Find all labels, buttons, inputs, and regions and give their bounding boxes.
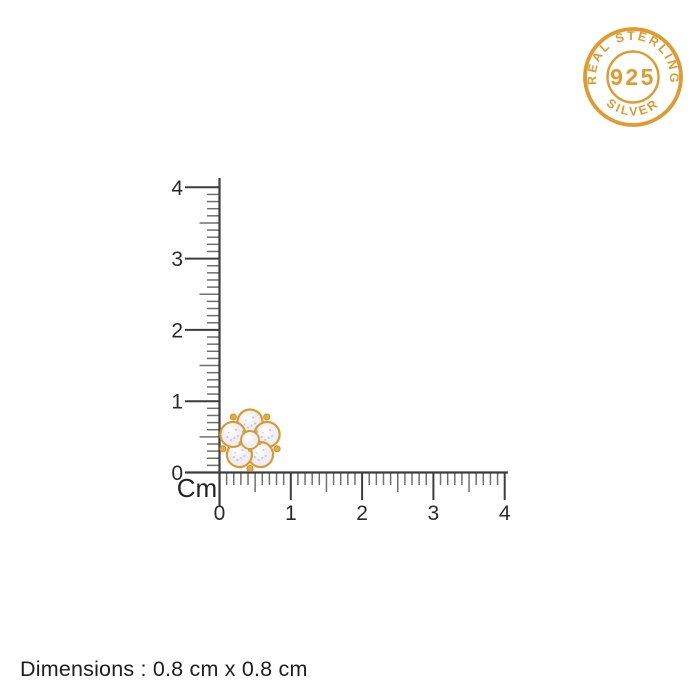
- sparkle-highlight: [255, 448, 260, 453]
- facet-dot: [267, 436, 270, 439]
- dimensions-caption: Dimensions : 0.8 cm x 0.8 cm: [20, 657, 308, 681]
- facet-dot: [261, 457, 264, 460]
- sparkle-highlight: [246, 435, 250, 439]
- gold-bead: [246, 464, 254, 472]
- v-ruler-label-3: 3: [171, 248, 183, 271]
- facet-dot: [229, 438, 232, 441]
- gold-bead: [219, 445, 227, 453]
- ruler-unit-label: Cm: [177, 473, 217, 503]
- facet-dot: [233, 436, 236, 439]
- product-flower-stud: [219, 408, 281, 472]
- sparkle-highlight: [234, 448, 239, 453]
- gold-bead: [263, 413, 271, 421]
- facet-dot: [250, 424, 253, 427]
- gold-bead: [273, 445, 281, 453]
- sparkle-highlight: [245, 416, 249, 420]
- h-ruler-label-1: 1: [285, 502, 297, 525]
- facet-dot: [253, 422, 257, 425]
- facet-dot: [257, 459, 260, 462]
- facet-dot: [234, 428, 237, 431]
- gold-bead: [229, 413, 237, 421]
- facet-dot: [254, 456, 257, 459]
- facet-dot: [269, 428, 272, 431]
- facet-dot: [236, 459, 239, 462]
- facet-dot: [246, 426, 250, 429]
- facet-dot: [264, 455, 267, 458]
- ruler: 0 1 2 3 4 0 1 2 3 4: [171, 177, 511, 525]
- facet-dot: [241, 449, 244, 452]
- facet-dot: [226, 435, 229, 438]
- h-ruler-label-2: 2: [356, 502, 368, 525]
- sparkle-highlight: [262, 428, 267, 433]
- sterling-silver-badge: REAL STERLING SILVER 925: [583, 27, 683, 127]
- v-ruler-label-1: 1: [171, 391, 183, 414]
- badge-outer-ring: [583, 27, 683, 127]
- h-ruler-label-3: 3: [428, 502, 440, 525]
- facet-dot: [260, 435, 263, 438]
- facet-dot: [243, 455, 246, 458]
- facet-dot: [243, 423, 246, 426]
- sparkle-highlight: [227, 428, 232, 433]
- facet-dot: [239, 457, 242, 460]
- flower-stud: [219, 408, 281, 472]
- v-ruler-label-2: 2: [171, 319, 183, 342]
- h-ruler-label-4: 4: [499, 502, 511, 525]
- facet-dot: [264, 438, 267, 441]
- v-ruler-label-0: 0: [171, 462, 183, 485]
- badge-925-text: 925: [610, 64, 656, 90]
- facet-dot: [271, 434, 274, 437]
- facet-dot: [262, 449, 265, 452]
- h-ruler-label-0: 0: [214, 502, 226, 525]
- v-ruler-label-4: 4: [171, 177, 183, 200]
- badge-inner-ring: [606, 50, 660, 104]
- facet-dot: [232, 456, 235, 459]
- facet-dot: [236, 434, 239, 437]
- facet-dot: [251, 416, 255, 419]
- center-crystal: [240, 430, 260, 450]
